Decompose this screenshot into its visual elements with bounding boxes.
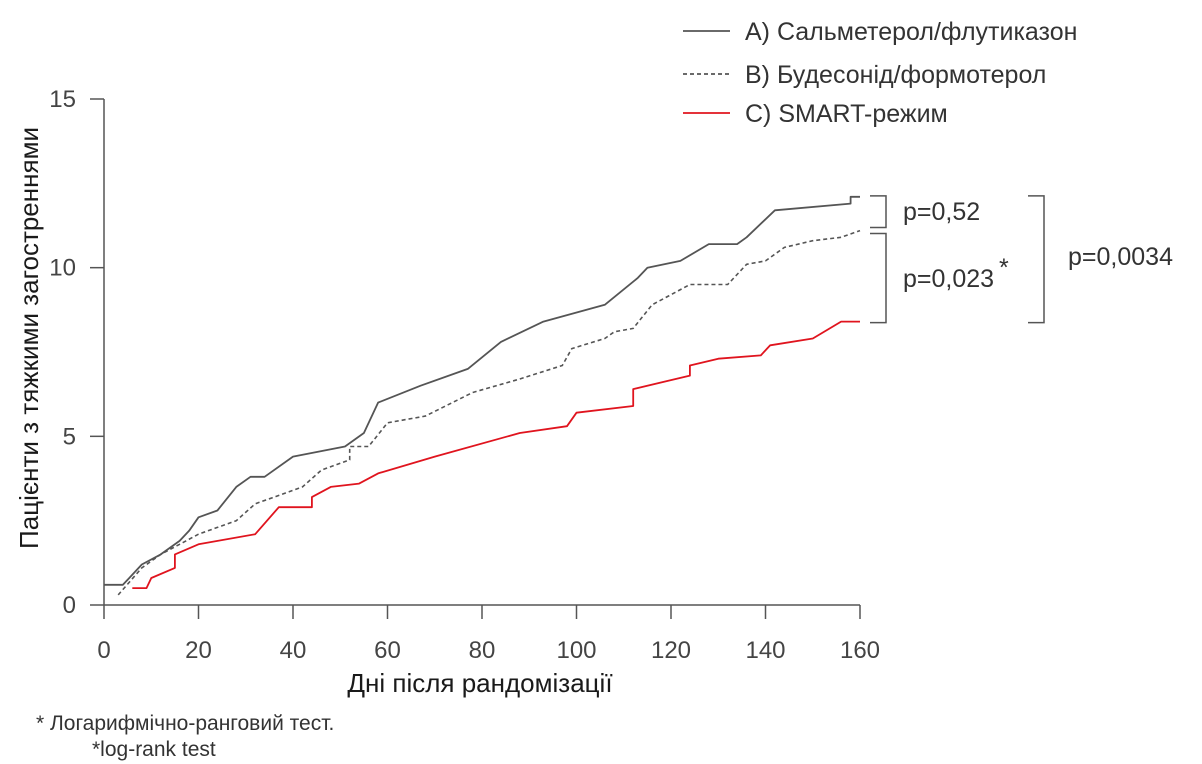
y-tick-label: 15 bbox=[49, 86, 76, 113]
footnote-logrank-en: *log-rank test bbox=[92, 738, 216, 761]
x-tick-label: 160 bbox=[840, 637, 880, 664]
x-tick-label: 20 bbox=[185, 637, 212, 664]
y-tick-label: 10 bbox=[49, 255, 76, 282]
series-line-2 bbox=[132, 320, 860, 589]
x-tick-label: 0 bbox=[97, 637, 110, 664]
x-tick-label: 60 bbox=[374, 637, 401, 664]
p-value-label-1: p=0,023 bbox=[903, 265, 994, 293]
y-tick-label: 5 bbox=[63, 423, 76, 450]
legend-label-0: А) Сальметерол/флутиказон bbox=[745, 18, 1077, 46]
p-value-label-2: p=0,0034 bbox=[1068, 243, 1173, 271]
p-value-label-0: p=0,52 bbox=[903, 198, 980, 226]
footnote-logrank-ua: * Логарифмічно-ранговий тест. bbox=[36, 712, 335, 735]
bracket-p-00034 bbox=[1028, 195, 1045, 324]
bracket-p-052 bbox=[870, 195, 887, 229]
legend-label-1: В) Будесонід/формотерол bbox=[745, 61, 1046, 89]
p-value-marker-1: * bbox=[999, 254, 1009, 282]
y-axis-title: Пацієнти з тяжкими загостреннями bbox=[14, 127, 44, 549]
legend-label-2: С) SMART-режим bbox=[745, 100, 948, 128]
x-tick-label: 120 bbox=[651, 637, 691, 664]
axes: 0 5 10 15 0 20 40 60 80 100 120 140 160 bbox=[49, 86, 880, 664]
x-tick-label: 40 bbox=[280, 637, 307, 664]
legend: А) Сальметерол/флутиказон В) Будесонід/фо… bbox=[683, 18, 1077, 128]
x-tick-label: 80 bbox=[469, 637, 496, 664]
p-value-annotations: p=0,52 p=0,023 * p=0,0034 bbox=[870, 195, 1173, 324]
series-layer bbox=[104, 195, 861, 596]
bracket-p-0023 bbox=[870, 232, 887, 324]
x-tick-label: 140 bbox=[745, 637, 785, 664]
series-line-1 bbox=[117, 229, 861, 596]
x-tick-label: 100 bbox=[556, 637, 596, 664]
y-tick-label: 0 bbox=[63, 592, 76, 619]
x-axis-title: Дні після рандомізації bbox=[347, 668, 612, 698]
series-line-0 bbox=[104, 195, 860, 586]
